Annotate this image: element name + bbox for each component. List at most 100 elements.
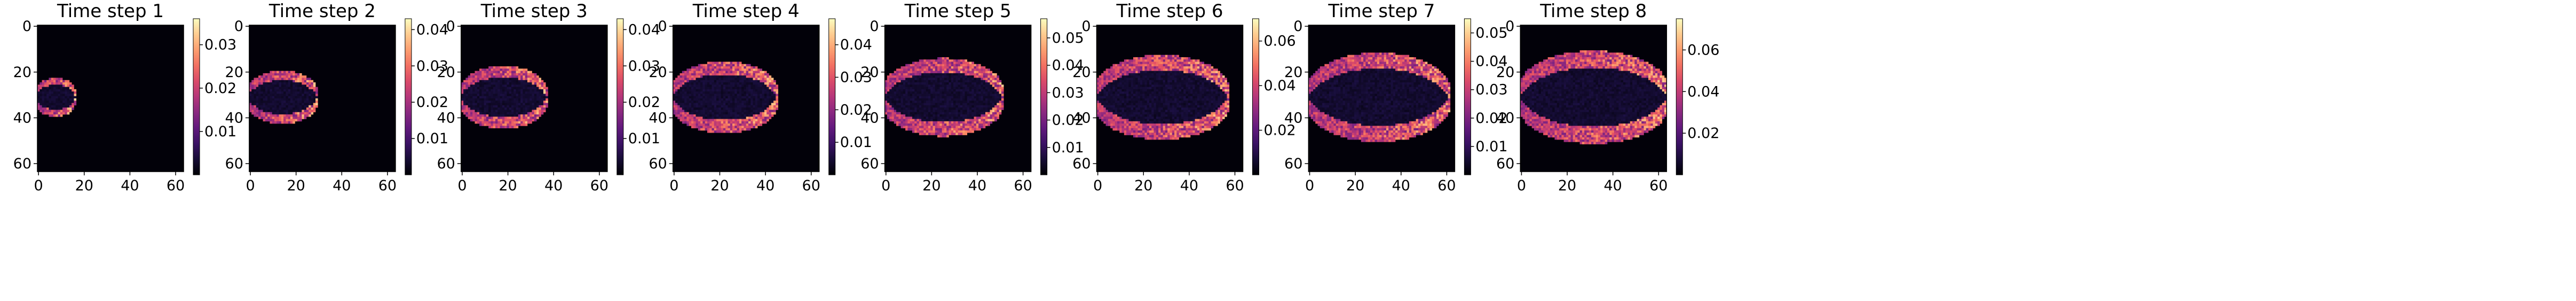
heatmap-cell xyxy=(493,119,496,122)
heatmap-cell xyxy=(1197,66,1200,69)
heatmap-cell xyxy=(721,114,724,117)
heatmap-cell xyxy=(716,103,719,106)
heatmap-cell xyxy=(912,71,915,74)
heatmap-cell xyxy=(773,112,776,115)
heatmap-cell xyxy=(689,94,692,97)
heatmap-cell xyxy=(677,110,680,112)
heatmap-cell xyxy=(712,94,715,97)
heatmap-cell xyxy=(493,89,496,92)
heatmap-cell xyxy=(985,87,988,90)
heatmap-cell xyxy=(771,84,774,87)
heatmap-cell xyxy=(953,80,956,83)
heatmap-cell xyxy=(969,121,972,124)
heatmap-cell xyxy=(971,61,974,65)
heatmap-cell xyxy=(477,119,480,122)
heatmap-cell xyxy=(270,107,273,110)
heatmap-cell xyxy=(978,107,981,110)
heatmap-cell xyxy=(937,59,940,62)
heatmap-cell xyxy=(946,117,949,119)
heatmap-cell xyxy=(900,73,904,76)
heatmap-cell xyxy=(44,80,47,83)
heatmap-cell xyxy=(541,82,544,85)
heatmap-cell xyxy=(958,94,961,97)
axes-frame xyxy=(249,25,396,172)
heatmap-cell xyxy=(74,94,77,97)
heatmap-cell xyxy=(896,98,899,101)
heatmap-cell xyxy=(60,112,63,115)
heatmap-cell xyxy=(293,80,295,83)
heatmap-cell xyxy=(1183,61,1186,65)
heatmap-cell xyxy=(493,107,496,110)
heatmap-cell xyxy=(760,71,762,74)
heatmap-cell xyxy=(910,124,913,126)
heatmap-cell xyxy=(281,89,284,92)
heatmap-cell xyxy=(960,91,963,94)
heatmap-cell xyxy=(912,124,915,126)
heatmap-cell xyxy=(1176,57,1179,60)
heatmap-cell xyxy=(67,105,70,108)
heatmap-cell xyxy=(502,66,505,69)
heatmap-cell xyxy=(994,105,997,108)
heatmap-cell xyxy=(288,91,291,94)
heatmap-cell xyxy=(951,64,954,67)
heatmap-cell xyxy=(53,84,56,87)
heatmap-cell xyxy=(281,96,284,99)
heatmap-cell xyxy=(700,105,703,108)
heatmap-cell xyxy=(718,124,721,126)
heatmap-cell xyxy=(477,103,480,106)
heatmap-cell xyxy=(976,91,979,94)
heatmap-cell xyxy=(718,89,721,92)
heatmap-cell xyxy=(696,117,699,119)
heatmap-cell xyxy=(760,84,762,87)
heatmap-cell xyxy=(470,80,473,83)
heatmap-cell xyxy=(500,84,503,87)
heatmap-cell xyxy=(293,119,295,122)
heatmap-cell xyxy=(1172,64,1175,67)
heatmap-cell xyxy=(712,101,715,103)
heatmap-cell xyxy=(56,87,58,90)
heatmap-cell xyxy=(714,87,717,90)
panel-title: Time step 3 xyxy=(480,1,588,22)
heatmap-cell xyxy=(541,96,544,99)
heatmap-cell xyxy=(65,87,67,90)
heatmap-cell xyxy=(497,121,500,124)
heatmap-cell xyxy=(757,101,760,103)
heatmap-cell xyxy=(477,84,480,87)
heatmap-cell xyxy=(1174,55,1177,58)
heatmap-cell xyxy=(518,117,521,119)
heatmap-cell xyxy=(673,91,676,94)
heatmap-cell xyxy=(691,119,694,122)
heatmap-cell xyxy=(930,68,933,71)
heatmap-cell xyxy=(539,82,541,85)
heatmap-cell xyxy=(958,110,961,112)
heatmap-cell xyxy=(58,89,61,92)
heatmap-cell xyxy=(967,89,970,92)
heatmap-cell xyxy=(1213,75,1216,78)
heatmap-cell xyxy=(716,75,719,78)
heatmap-cell xyxy=(693,75,696,78)
heatmap-cell xyxy=(299,101,302,103)
heatmap-cell xyxy=(463,96,466,99)
heatmap-cell xyxy=(65,89,67,92)
heatmap-cell xyxy=(732,64,735,67)
heatmap-cell xyxy=(955,130,958,133)
heatmap-cell xyxy=(507,91,509,94)
heatmap-cell xyxy=(481,91,484,94)
heatmap-cell xyxy=(939,112,942,115)
heatmap-cell xyxy=(746,75,749,78)
heatmap-cell xyxy=(1167,55,1170,58)
heatmap-cell xyxy=(684,94,687,97)
heatmap-cell xyxy=(62,89,65,92)
heatmap-cell xyxy=(44,107,47,110)
heatmap-cell xyxy=(928,103,931,106)
heatmap-cell xyxy=(58,114,61,117)
heatmap-cell xyxy=(258,101,261,103)
heatmap-cell xyxy=(49,105,51,108)
heatmap-cell xyxy=(994,80,997,83)
heatmap-cell xyxy=(51,91,54,94)
heatmap-cell xyxy=(484,89,487,92)
heatmap-cell xyxy=(933,91,936,94)
panel-3: Time step 30 20 40 6002040600.010.020.030.0… xyxy=(437,1,660,194)
heatmap-cell xyxy=(306,84,309,87)
heatmap-cell xyxy=(1179,57,1182,60)
